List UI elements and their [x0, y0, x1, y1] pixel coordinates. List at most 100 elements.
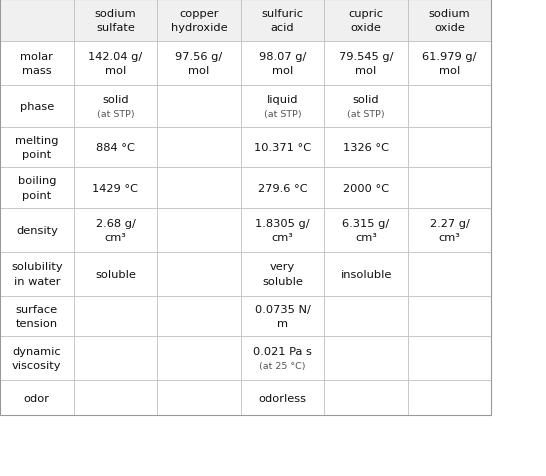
Bar [408, 296, 491, 337]
Bar [0, 337, 74, 380]
Bar [324, 168, 408, 208]
Bar [241, 86, 324, 128]
Text: 97.56 g/: 97.56 g/ [175, 51, 223, 61]
Bar [74, 0, 157, 42]
Bar [408, 208, 491, 252]
Text: solid: solid [102, 94, 129, 104]
Bar [0, 86, 74, 128]
Text: density: density [16, 226, 58, 235]
Bar [157, 337, 241, 380]
Bar [74, 86, 157, 128]
Text: molar: molar [20, 51, 54, 61]
Text: (at STP): (at STP) [97, 109, 134, 119]
Bar [408, 168, 491, 208]
Text: 79.545 g/: 79.545 g/ [339, 51, 393, 61]
Bar [408, 380, 491, 415]
Bar [157, 86, 241, 128]
Bar [241, 337, 324, 380]
Text: solubility: solubility [11, 262, 63, 272]
Text: 279.6 °C: 279.6 °C [258, 183, 307, 193]
Text: odor: odor [24, 393, 50, 403]
Text: oxide: oxide [434, 23, 465, 33]
Text: mol: mol [188, 66, 210, 76]
Bar [324, 86, 408, 128]
Bar [241, 208, 324, 252]
Text: copper: copper [179, 9, 219, 19]
Bar [0, 0, 491, 415]
Bar [0, 208, 74, 252]
Text: 142.04 g/: 142.04 g/ [88, 51, 143, 61]
Text: soluble: soluble [95, 269, 136, 279]
Bar [241, 380, 324, 415]
Bar [324, 0, 408, 42]
Text: cm³: cm³ [438, 233, 461, 243]
Bar [0, 168, 74, 208]
Text: mol: mol [105, 66, 126, 76]
Text: 61.979 g/: 61.979 g/ [423, 51, 477, 61]
Text: dynamic: dynamic [13, 346, 61, 356]
Bar [157, 128, 241, 168]
Bar [74, 208, 157, 252]
Text: (at STP): (at STP) [264, 109, 301, 119]
Text: m: m [277, 318, 288, 328]
Text: mol: mol [355, 66, 377, 76]
Bar [324, 128, 408, 168]
Text: hydroxide: hydroxide [171, 23, 227, 33]
Bar [324, 208, 408, 252]
Bar [241, 168, 324, 208]
Bar [0, 0, 74, 42]
Text: insoluble: insoluble [340, 269, 392, 279]
Text: 1429 °C: 1429 °C [92, 183, 139, 193]
Bar [157, 208, 241, 252]
Text: 0.021 Pa s: 0.021 Pa s [253, 346, 312, 356]
Text: mol: mol [439, 66, 460, 76]
Bar [408, 252, 491, 296]
Text: surface: surface [16, 304, 58, 314]
Bar [74, 380, 157, 415]
Text: 10.371 °C: 10.371 °C [254, 143, 311, 153]
Bar [324, 337, 408, 380]
Text: sodium: sodium [94, 9, 136, 19]
Bar [0, 380, 74, 415]
Text: oxide: oxide [351, 23, 382, 33]
Bar [241, 128, 324, 168]
Text: cm³: cm³ [355, 233, 377, 243]
Bar [241, 252, 324, 296]
Bar [74, 42, 157, 86]
Text: point: point [22, 190, 51, 200]
Text: in water: in water [14, 277, 60, 287]
Text: 0.0735 N/: 0.0735 N/ [254, 304, 311, 314]
Text: very: very [270, 262, 295, 272]
Bar [324, 42, 408, 86]
Bar [408, 337, 491, 380]
Bar [157, 252, 241, 296]
Bar [241, 296, 324, 337]
Bar [74, 128, 157, 168]
Text: phase: phase [20, 102, 54, 111]
Bar [0, 252, 74, 296]
Text: sulfuric: sulfuric [262, 9, 304, 19]
Text: 884 °C: 884 °C [96, 143, 135, 153]
Bar [0, 296, 74, 337]
Text: acid: acid [271, 23, 294, 33]
Text: 98.07 g/: 98.07 g/ [259, 51, 306, 61]
Bar [157, 168, 241, 208]
Text: odorless: odorless [259, 393, 306, 403]
Text: cm³: cm³ [271, 233, 294, 243]
Bar [241, 0, 324, 42]
Text: point: point [22, 150, 51, 160]
Text: tension: tension [16, 318, 58, 328]
Text: cupric: cupric [348, 9, 384, 19]
Text: (at STP): (at STP) [347, 109, 385, 119]
Bar [74, 168, 157, 208]
Bar [324, 296, 408, 337]
Bar [74, 252, 157, 296]
Text: 6.315 g/: 6.315 g/ [342, 218, 390, 228]
Text: sodium: sodium [429, 9, 471, 19]
Text: sulfate: sulfate [96, 23, 135, 33]
Text: liquid: liquid [267, 94, 298, 104]
Text: 2.68 g/: 2.68 g/ [96, 218, 135, 228]
Text: 1326 °C: 1326 °C [343, 143, 389, 153]
Bar [408, 42, 491, 86]
Bar [0, 128, 74, 168]
